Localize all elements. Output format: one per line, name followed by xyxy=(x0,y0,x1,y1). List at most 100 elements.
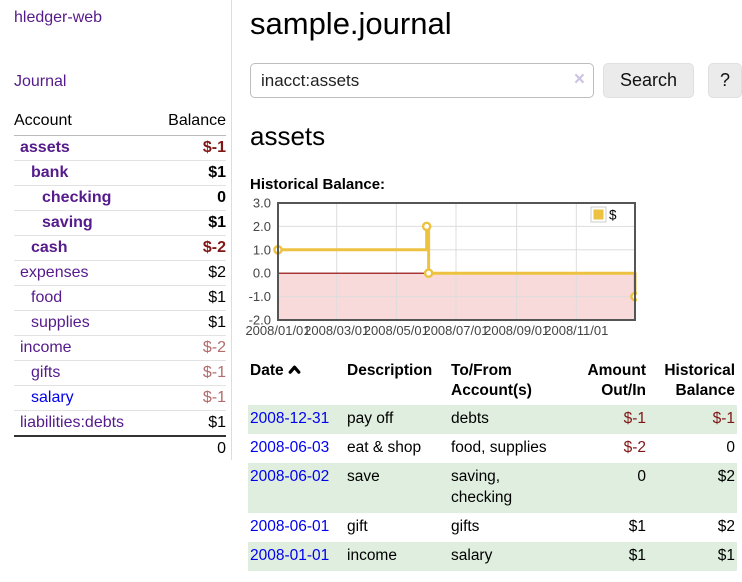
register-header-amount: Amount Out/In xyxy=(587,362,646,400)
account-balance: 0 xyxy=(152,185,226,211)
svg-text:-2.0: -2.0 xyxy=(249,313,271,328)
historical-balance-chart[interactable]: $3.0 2.0 1.0 0.0 -1.0 -2.0 2008/01/01 2008/03/0… xyxy=(243,196,640,339)
account-heading: assets xyxy=(250,121,326,151)
account-row: bank $1 xyxy=(14,160,226,186)
transaction-balance: $2 xyxy=(648,463,737,513)
account-link[interactable]: checking xyxy=(42,189,112,206)
transaction-date-link[interactable]: 2008-06-03 xyxy=(250,439,330,457)
data-point xyxy=(421,221,432,232)
account-row: expenses $2 xyxy=(14,260,226,286)
account-balance: $1 xyxy=(152,210,226,236)
app-title-link[interactable]: hledger-web xyxy=(14,9,103,26)
transaction-date-link[interactable]: 2008-06-01 xyxy=(250,517,330,535)
register-header-row: Date Description To/From Account(s) Amou… xyxy=(248,359,737,405)
register-table: Date Description To/From Account(s) Amou… xyxy=(248,359,737,571)
transaction-row: 2008-12-31 pay off debts $-1 $-1 xyxy=(248,405,737,435)
account-link[interactable]: saving xyxy=(42,214,93,231)
svg-text:3.0: 3.0 xyxy=(253,197,271,211)
help-button[interactable]: ? xyxy=(707,63,742,98)
account-balance: $-2 xyxy=(152,335,226,361)
account-balance: $-2 xyxy=(152,235,226,261)
transaction-date-link[interactable]: 2008-12-31 xyxy=(250,410,330,428)
transaction-description: eat & shop xyxy=(347,439,422,457)
transaction-balance: 0 xyxy=(726,439,735,457)
transaction-amount: 0 xyxy=(571,463,648,513)
transaction-amount: $-2 xyxy=(623,439,646,457)
account-row: gifts $-1 xyxy=(14,360,226,386)
account-row: saving $1 xyxy=(14,210,226,236)
register-header-balance: Historical Balance xyxy=(664,362,735,400)
account-balance: $-1 xyxy=(152,135,226,161)
transaction-amount: $-1 xyxy=(571,405,648,435)
account-link[interactable]: cash xyxy=(31,239,68,256)
account-row: cash $-2 xyxy=(14,235,226,261)
accounts-balance-table: Account Balance assets $-1 bank $1 check… xyxy=(14,110,226,461)
svg-text:0.0: 0.0 xyxy=(253,266,271,281)
page-title: sample.journal xyxy=(250,6,452,41)
account-link[interactable]: food xyxy=(31,289,63,306)
transaction-description: save xyxy=(345,463,449,513)
search-button[interactable]: Search xyxy=(602,63,694,98)
account-row: salary $-1 xyxy=(14,385,226,411)
transaction-description: income xyxy=(345,541,449,571)
svg-text:-1.0: -1.0 xyxy=(249,289,271,304)
transaction-description: gift xyxy=(347,517,368,535)
svg-text:2008/11/01: 2008/11/01 xyxy=(544,323,608,338)
transaction-row: 2008-06-02 save saving, checking 0 $2 xyxy=(248,463,737,513)
chart-legend: $ xyxy=(587,204,627,226)
transaction-accounts: debts xyxy=(449,405,571,435)
svg-text:2008/05/01: 2008/05/01 xyxy=(364,323,429,338)
account-balance: $2 xyxy=(152,260,226,286)
register-header-description: Description xyxy=(347,362,433,379)
accounts-total: 0 xyxy=(152,435,226,461)
account-link[interactable]: gifts xyxy=(31,364,61,381)
account-link[interactable]: supplies xyxy=(31,314,90,331)
transaction-date-link[interactable]: 2008-06-02 xyxy=(250,468,330,486)
chart-title: Historical Balance: xyxy=(250,176,386,193)
transaction-row: 2008-06-01 gift gifts $1 $2 xyxy=(248,513,737,542)
account-row: assets $-1 xyxy=(14,135,226,161)
search-box: × xyxy=(250,63,594,98)
account-link[interactable]: liabilities:debts xyxy=(20,414,125,431)
account-balance: $1 xyxy=(152,285,226,311)
sidebar-item-journal[interactable]: Journal xyxy=(14,73,67,90)
search-form: × Search ? xyxy=(250,63,742,98)
transaction-amount: $1 xyxy=(571,541,648,571)
account-link[interactable]: salary xyxy=(31,389,74,406)
svg-text:2.0: 2.0 xyxy=(253,219,271,234)
account-link[interactable]: expenses xyxy=(20,264,89,281)
main-content: sample.journal × Search ? assets Histori… xyxy=(233,0,742,582)
transaction-row: 2008-01-01 income salary $1 $1 xyxy=(248,541,737,571)
account-row: income $-2 xyxy=(14,335,226,361)
accounts-header-row: Account Balance xyxy=(14,110,226,136)
account-row: liabilities:debts $1 xyxy=(14,410,226,437)
transaction-balance: $-1 xyxy=(648,405,737,435)
register-header-accounts: To/From Account(s) xyxy=(451,362,532,400)
register-header-date[interactable]: Date xyxy=(248,359,345,405)
search-input[interactable] xyxy=(250,63,594,98)
transaction-description: pay off xyxy=(345,405,449,435)
account-balance: $1 xyxy=(152,160,226,186)
account-row: supplies $1 xyxy=(14,310,226,336)
account-balance: $1 xyxy=(152,410,226,437)
account-link[interactable]: income xyxy=(20,339,72,356)
transaction-accounts: food, supplies xyxy=(451,439,547,457)
sidebar: hledger-web Journal Account Balance asse… xyxy=(0,0,232,461)
account-balance: $-1 xyxy=(152,360,226,386)
transaction-date-link[interactable]: 2008-01-01 xyxy=(250,546,330,564)
account-link[interactable]: bank xyxy=(31,164,69,181)
transaction-balance: $2 xyxy=(717,517,735,535)
svg-text:2008/09/01: 2008/09/01 xyxy=(484,323,549,338)
transaction-amount: $1 xyxy=(628,517,646,535)
svg-text:$: $ xyxy=(609,208,617,223)
svg-text:1.0: 1.0 xyxy=(253,242,271,257)
accounts-header-account: Account xyxy=(14,110,153,136)
account-row: checking 0 xyxy=(14,185,226,211)
accounts-header-balance: Balance xyxy=(152,110,226,136)
clear-search-icon[interactable]: × xyxy=(573,69,585,90)
transaction-accounts: gifts xyxy=(451,517,480,535)
account-link[interactable]: assets xyxy=(20,139,70,156)
sort-ascending-icon xyxy=(288,361,301,381)
svg-text:2008/07/01: 2008/07/01 xyxy=(423,323,488,338)
transaction-row: 2008-06-03 eat & shop food, supplies $-2… xyxy=(248,434,737,463)
